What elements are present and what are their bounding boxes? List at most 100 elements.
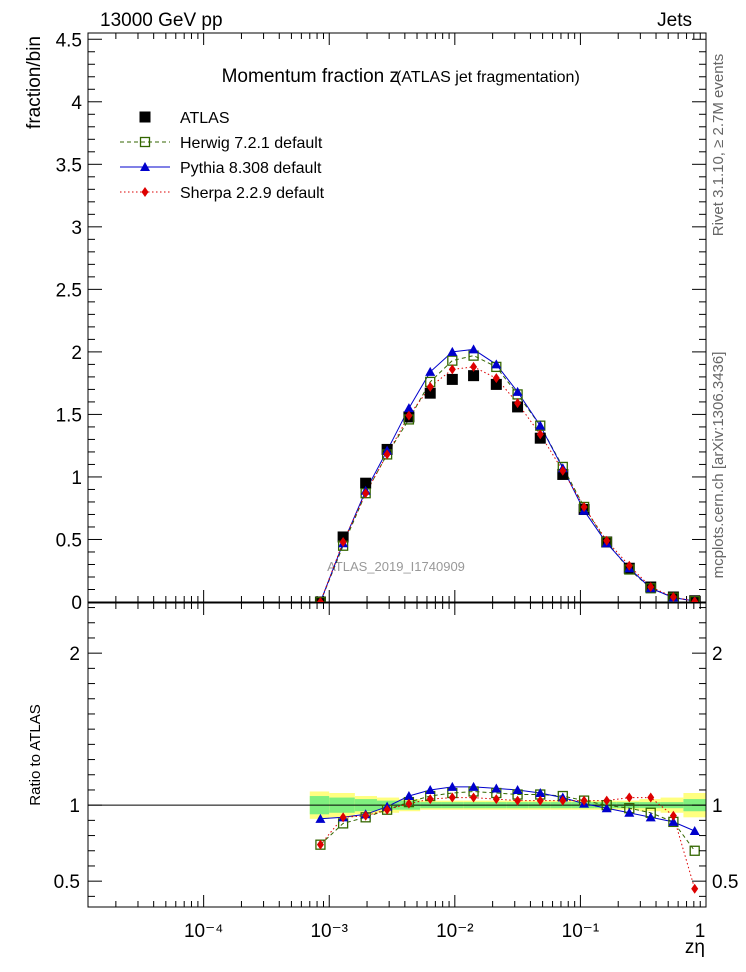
legend-marker	[140, 162, 150, 171]
mc-point	[447, 346, 458, 356]
y-tick-label: 4.5	[56, 30, 82, 51]
ratio-point	[383, 804, 391, 815]
y-tick-label: 3.5	[56, 155, 82, 176]
ratio-point	[625, 792, 633, 803]
mc-point	[647, 581, 655, 592]
ratio-point	[601, 803, 612, 813]
ratio-point	[403, 791, 414, 801]
plot-subtitle: (ATLAS jet fragmentation)	[396, 69, 580, 86]
ratio-point	[426, 794, 434, 805]
data-point	[446, 373, 458, 385]
mc-point	[426, 381, 434, 392]
data-point	[424, 387, 436, 399]
ratio-point	[339, 812, 347, 823]
x-tick-label: 10⁻¹	[562, 921, 600, 942]
ratio-point	[624, 807, 635, 817]
legend-marker	[139, 136, 151, 148]
mc-point	[492, 373, 500, 384]
ratio-point	[647, 792, 655, 803]
y-tick-label: 2	[71, 343, 82, 364]
rivet-label: Rivet 3.1.10, ≥ 2.7M events	[710, 54, 727, 237]
ratio-point	[691, 883, 699, 894]
ratio-point	[689, 845, 700, 856]
ratio-y-tick-label: 1	[69, 796, 80, 817]
ratio-y-tick-label-right: 2	[712, 644, 723, 665]
data-point	[490, 378, 502, 390]
mc-point	[536, 429, 544, 440]
mc-point	[403, 403, 414, 413]
main-frame	[87, 32, 707, 603]
mc-point	[691, 596, 699, 602]
ratio-series-line	[320, 786, 695, 832]
legend-label: ATLAS	[180, 110, 230, 127]
legend-label: Pythia 8.308 default	[180, 160, 322, 177]
legend-marker	[141, 187, 149, 197]
ratio-point	[447, 781, 458, 791]
main-series-line	[319, 355, 695, 602]
ratio-plot: 0.5 0.5 1 1 2 2 10⁻⁴ 10⁻³ 10⁻² 10⁻¹ 1	[54, 602, 738, 942]
main-ylabel: fraction/bin	[24, 36, 45, 129]
ratio-point	[603, 795, 611, 806]
mc-point	[491, 359, 502, 369]
y-tick-label: 4	[71, 93, 82, 114]
ratio-y-tick-label-right: 0.5	[712, 872, 738, 893]
y-tick-label: 3	[71, 218, 82, 239]
ratio-point	[689, 826, 700, 835]
mc-point	[425, 366, 436, 376]
mc-point	[383, 449, 391, 460]
mc-point	[514, 398, 522, 409]
mc-point	[603, 535, 611, 546]
mc-point	[468, 344, 479, 354]
ratio-point	[514, 795, 522, 806]
x-tick-label: 1	[695, 921, 706, 942]
ratio-point	[468, 781, 479, 791]
mcplots-label: mcplots.cern.ch [arXiv:1306.3436]	[710, 352, 727, 579]
ratio-point	[536, 795, 544, 806]
mc-point	[512, 386, 523, 396]
x-tick-label: 10⁻²	[436, 921, 474, 942]
analysis-watermark: ATLAS_2019_I1740909	[327, 559, 465, 574]
ratio-point	[492, 794, 500, 805]
ratio-point	[559, 795, 567, 806]
ratio-ylabel: Ratio to ATLAS	[27, 704, 44, 805]
ratio-point	[580, 795, 588, 806]
mc-point	[448, 364, 456, 375]
ratio-point	[470, 792, 478, 803]
mc-point	[559, 465, 567, 476]
y-tick-label: 1.5	[56, 405, 82, 426]
mc-point	[316, 597, 324, 602]
ratio-y-tick-label: 2	[69, 644, 80, 665]
plot-title: Momentum fraction z	[222, 66, 399, 87]
data-point	[468, 370, 480, 382]
ratio-point	[362, 810, 370, 821]
ratio-point	[669, 810, 677, 821]
y-tick-label: 1	[71, 468, 82, 489]
ratio-point	[405, 798, 413, 809]
legend: ATLAS Herwig 7.2.1 default Pythia 8.308 de…	[120, 110, 325, 202]
ratio-frame	[87, 602, 707, 908]
legend-label: Herwig 7.2.1 default	[180, 135, 323, 152]
legend-label: Sherpa 2.2.9 default	[180, 185, 325, 202]
ratio-y-tick-label: 0.5	[54, 872, 80, 893]
ratio-point	[668, 816, 679, 826]
y-tick-label: 0.5	[56, 530, 82, 551]
mc-point	[625, 560, 633, 571]
header: 13000 GeV pp Jets	[100, 10, 692, 31]
mc-point	[470, 361, 478, 372]
mc-point	[447, 355, 458, 366]
x-tick-label: 10⁻³	[310, 921, 348, 942]
mc-point	[580, 501, 588, 512]
ratio-point	[425, 784, 436, 794]
header-right: Jets	[657, 10, 692, 31]
ratio-y-tick-label-right: 1	[712, 796, 723, 817]
mc-point	[362, 488, 370, 499]
ratio-point	[645, 812, 656, 822]
y-tick-label: 0	[71, 593, 82, 614]
ratio-point	[491, 783, 502, 793]
main-plot: 0 0.5 1 1.5 2 2.5 3 3.5 4 4.5	[56, 30, 707, 614]
ratio-point	[448, 792, 456, 803]
x-tick-label: 10⁻⁴	[184, 921, 223, 942]
mc-point	[339, 536, 347, 547]
legend-marker	[139, 111, 151, 123]
